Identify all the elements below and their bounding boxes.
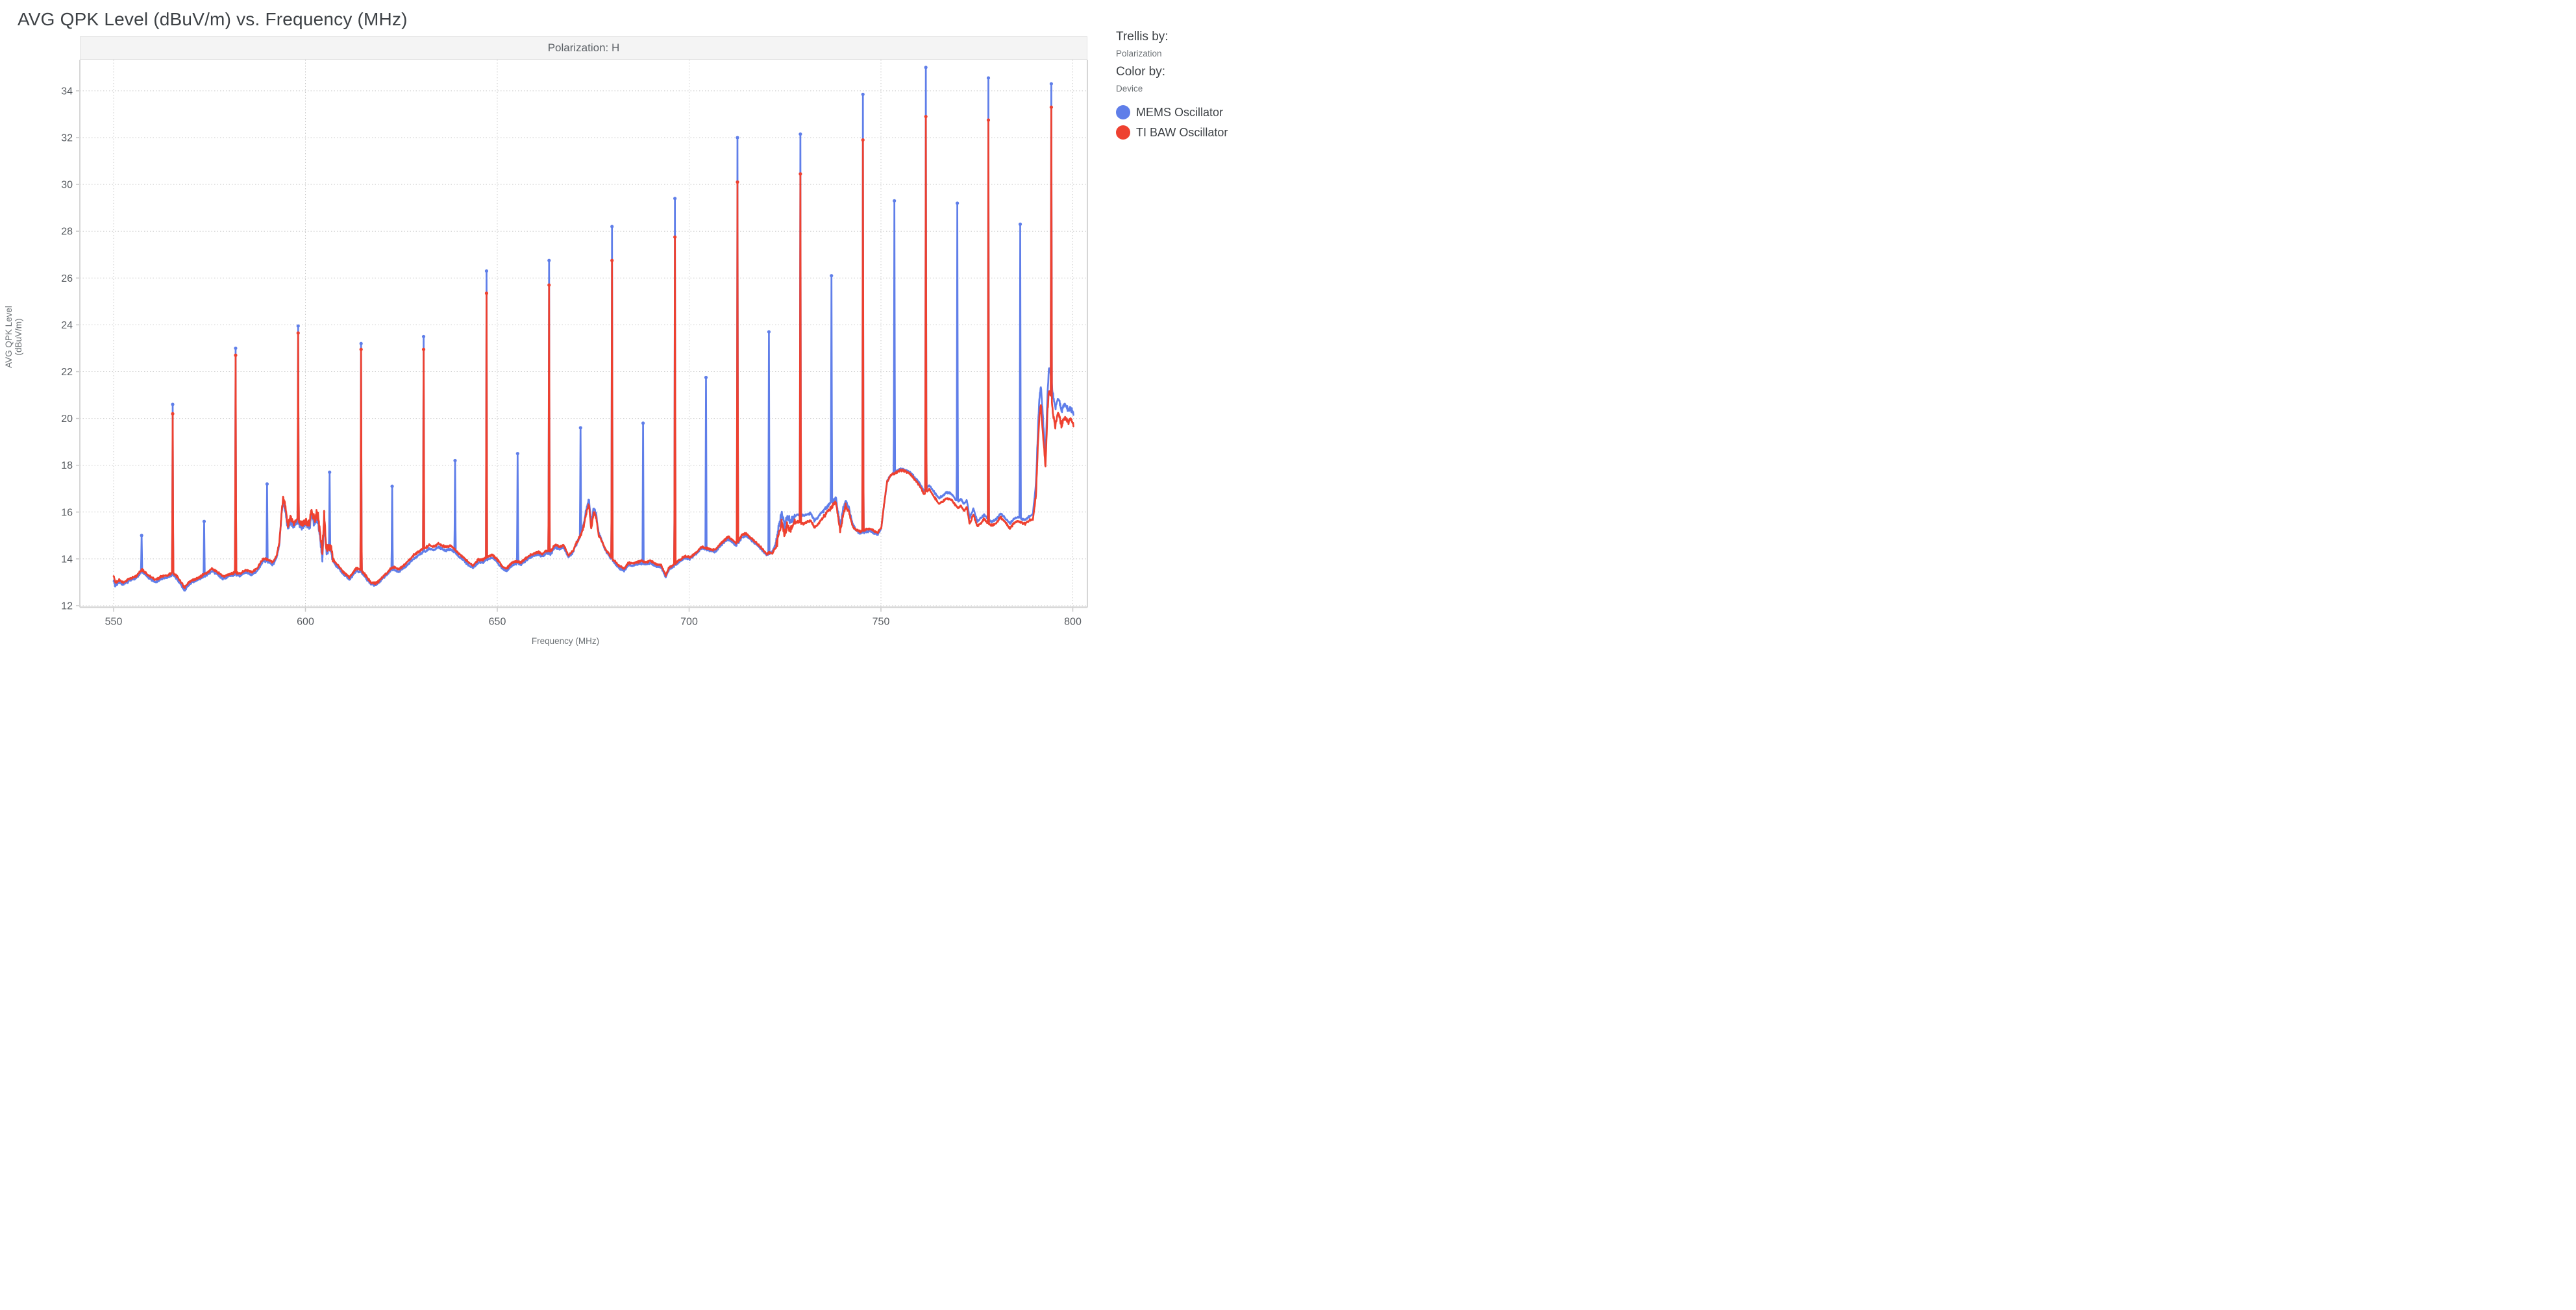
- x-tick-label: 700: [680, 617, 698, 628]
- trellis-by-label: Trellis by:: [1116, 30, 1169, 43]
- y-tick-label: 12: [61, 601, 73, 612]
- peak-marker-mems: [390, 484, 394, 488]
- y-tick-label: 24: [61, 320, 73, 331]
- peak-marker-mems: [578, 426, 582, 430]
- peak-marker-mems: [140, 534, 143, 538]
- peak-marker-mems: [453, 458, 457, 463]
- peak-marker-mems: [359, 341, 363, 345]
- peak-marker-baw: [736, 180, 739, 184]
- peak-marker-baw: [924, 114, 928, 119]
- peak-marker-baw: [234, 353, 238, 357]
- peak-marker-baw: [296, 331, 300, 335]
- peak-marker-baw: [359, 347, 363, 351]
- peak-marker-mems: [421, 334, 426, 339]
- y-tick-label: 32: [61, 133, 73, 144]
- peak-marker-baw: [1049, 105, 1054, 109]
- peak-marker-baw: [610, 258, 614, 262]
- x-tick-label: 650: [489, 617, 506, 628]
- peak-marker-mems: [171, 402, 175, 406]
- legend-color-swatch: [1116, 105, 1130, 119]
- peak-marker-mems: [484, 269, 489, 273]
- peak-marker-mems: [328, 470, 332, 475]
- x-axis-title: Frequency (MHz): [531, 636, 600, 646]
- peak-marker-mems: [799, 132, 802, 136]
- peak-marker-baw: [171, 412, 175, 415]
- peak-marker-mems: [736, 136, 739, 140]
- color-by-value: Device: [1116, 84, 1143, 93]
- peak-marker-mems: [924, 66, 928, 69]
- peak-marker-baw: [421, 347, 426, 351]
- peak-marker-baw: [547, 283, 551, 287]
- peak-marker-mems: [986, 76, 991, 80]
- color-by-label: Color by:: [1116, 65, 1166, 79]
- y-tick-label: 30: [61, 180, 73, 191]
- peak-marker-mems: [547, 258, 551, 262]
- y-tick-label: 18: [61, 460, 73, 471]
- peak-marker-mems: [265, 482, 269, 486]
- peak-marker-baw: [484, 291, 489, 295]
- y-tick-label: 20: [61, 414, 73, 425]
- legend-item-mems-oscillator[interactable]: MEMS Oscillator: [1116, 105, 1278, 119]
- visualization-page: AVG QPK Level (dBuV/m) vs. Frequency (MH…: [0, 0, 1288, 655]
- peak-marker-mems: [767, 330, 771, 334]
- series-line-mems-oscillator: [112, 66, 1074, 592]
- trellis-by-value: Polarization: [1116, 49, 1162, 58]
- legend-items: MEMS Oscillator TI BAW Oscillator: [1116, 105, 1278, 140]
- peak-marker-mems: [641, 421, 645, 425]
- trellis-header: Polarization: H: [80, 36, 1087, 60]
- y-tick-label: 34: [61, 86, 73, 97]
- legend-item-ti-baw-oscillator[interactable]: TI BAW Oscillator: [1116, 125, 1278, 140]
- peak-marker-mems: [861, 92, 865, 96]
- peak-marker-mems: [202, 519, 206, 523]
- legend-item-label: TI BAW Oscillator: [1136, 125, 1228, 139]
- x-tick-label: 750: [873, 617, 890, 628]
- peak-marker-mems: [956, 201, 960, 205]
- peak-marker-mems: [610, 225, 614, 229]
- legend-color-swatch: [1116, 125, 1130, 140]
- peak-marker-mems: [673, 197, 677, 201]
- y-tick-label: 14: [61, 554, 73, 565]
- y-tick-label: 28: [61, 227, 73, 238]
- chart-title: AVG QPK Level (dBuV/m) vs. Frequency (MH…: [18, 9, 408, 29]
- peak-marker-mems: [1049, 82, 1054, 86]
- legend-item-label: MEMS Oscillator: [1136, 105, 1224, 119]
- x-tick-label: 600: [297, 617, 314, 628]
- peak-marker-mems: [893, 199, 897, 203]
- peak-marker-mems: [704, 375, 708, 380]
- x-tick-label: 800: [1064, 617, 1082, 628]
- plot-area[interactable]: 12 14 16 18 20 22 24 26 28 30 32 34 550 600 650 700 750 8…: [0, 0, 1288, 655]
- y-tick-label: 26: [61, 273, 73, 284]
- peak-marker-mems: [234, 346, 238, 351]
- trellis-header-label: Polarization: H: [547, 42, 620, 54]
- peak-marker-mems: [1018, 222, 1022, 226]
- y-tick-label: 22: [61, 367, 73, 378]
- peak-marker-mems: [830, 274, 834, 278]
- y-tick-label: 16: [61, 507, 73, 518]
- peak-marker-baw: [673, 235, 677, 239]
- peak-marker-mems: [515, 452, 519, 456]
- series-layer: [112, 66, 1074, 592]
- y-axis-title: AVG QPK Level (dBuV/m): [4, 306, 23, 368]
- peak-marker-baw: [799, 172, 802, 176]
- legend-panel: Trellis by: Polarization Color by: Devic…: [1116, 30, 1278, 140]
- peak-marker-baw: [986, 118, 991, 122]
- series-line-ti-baw-oscillator: [112, 106, 1074, 589]
- peak-marker-baw: [861, 138, 865, 142]
- x-tick-label: 550: [105, 617, 123, 628]
- peak-marker-mems: [296, 324, 300, 328]
